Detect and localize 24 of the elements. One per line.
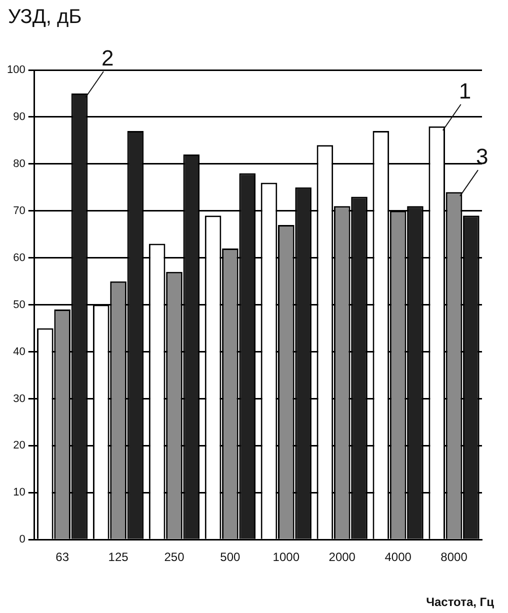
y-tick-label: 0 [19,534,26,546]
x-tick-label: 63 [56,550,70,564]
x-tick-label: 4000 [384,550,412,564]
y-tick-label: 60 [13,252,26,264]
y-tick-label: 50 [13,298,26,311]
y-tick-label: 80 [13,158,26,170]
x-tick-label: 500 [220,550,241,564]
x-tick-label: 250 [164,550,185,564]
y-tick-label: 10 [13,486,26,499]
x-tick-label: 125 [108,550,129,564]
x-tick-label: 2000 [328,550,356,564]
y-tick-label: 90 [13,110,26,123]
x-tick-label: 1000 [272,550,300,564]
y-tick-label: 100 [6,64,26,76]
series-label: 3 [476,144,488,170]
y-tick-label: 20 [13,440,26,452]
series-label: 1 [458,78,472,104]
y-tick-label: 70 [13,204,26,217]
y-tick-label: 30 [13,392,26,405]
y-axis-title: УЗД, дБ [8,6,82,29]
x-tick-label: 8000 [440,550,468,564]
series-label: 2 [101,46,114,71]
x-axis-title: Частота, Гц [426,595,494,609]
y-tick-label: 40 [13,346,26,358]
